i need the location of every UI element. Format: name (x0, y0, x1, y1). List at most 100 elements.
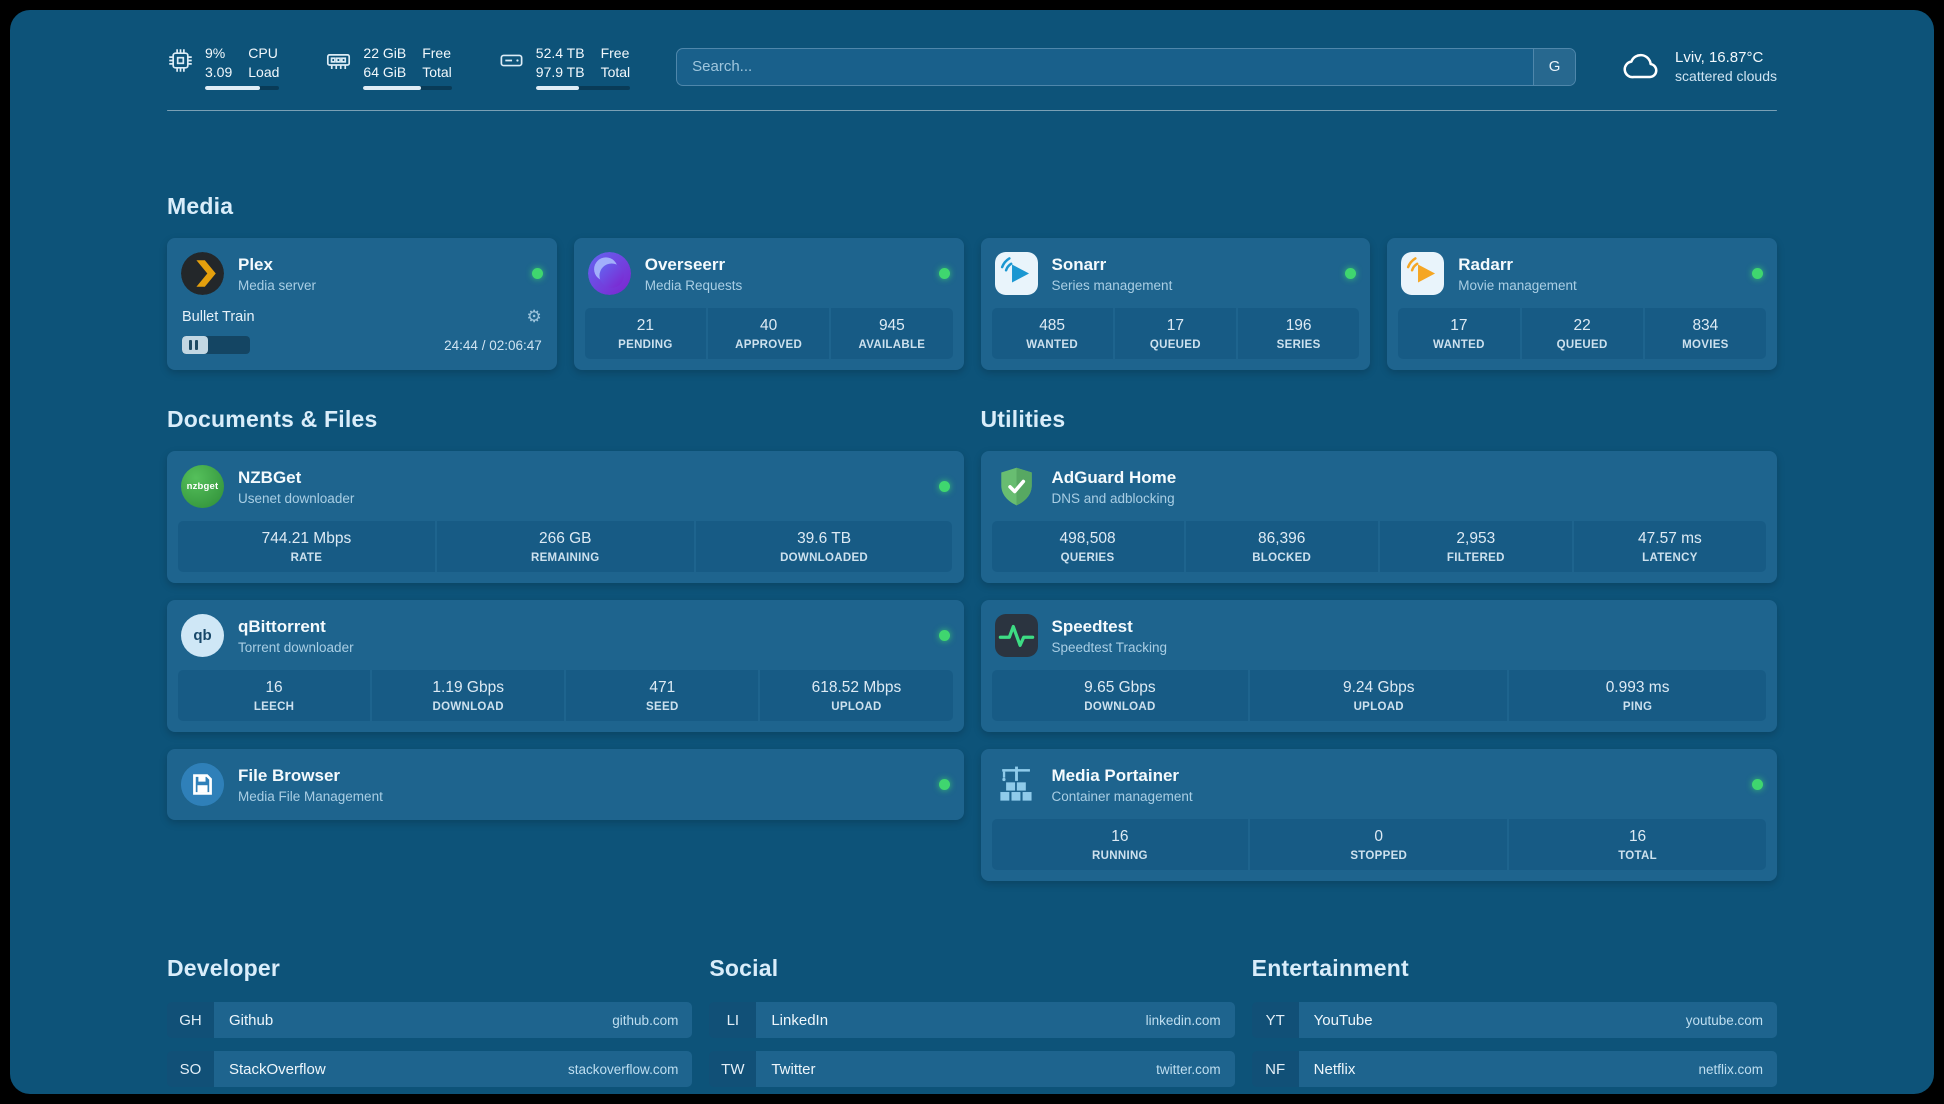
bookmark-domain: netflix.com (1698, 1061, 1763, 1077)
stat-remaining: 266 GB REMAINING (436, 521, 694, 573)
service-subtitle: Media server (238, 277, 317, 293)
overseerr-card[interactable]: Overseerr Media Requests 21 PENDING 40 A… (573, 238, 964, 371)
bookmark-abbr: LI (709, 1002, 757, 1039)
stat-leech: 16 LEECH (178, 670, 371, 722)
cpu-icon (167, 47, 194, 74)
cpu-widget: 9% 3.09 CPU Load (167, 44, 280, 90)
memory-icon (325, 47, 352, 74)
portainer-icon (995, 763, 1038, 806)
cloud-icon (1622, 47, 1662, 87)
bookmark-abbr: GH (167, 1002, 214, 1039)
qbittorrent-icon: qb (181, 614, 224, 658)
service-name: qBittorrent (238, 616, 326, 636)
section-title-social: Social (709, 955, 779, 982)
sonarr-icon (994, 252, 1038, 296)
service-name: Overseerr (644, 254, 726, 274)
speedtest-card[interactable]: Speedtest Speedtest Tracking 9.65 Gbps D… (980, 600, 1777, 733)
service-name: Plex (238, 254, 273, 274)
search-input[interactable] (677, 48, 1534, 85)
stat-download: 9.65 Gbps DOWNLOAD (991, 670, 1249, 722)
service-subtitle: Series management (1051, 277, 1173, 293)
cpu-usage-value: 9% (205, 45, 226, 61)
sonarr-card[interactable]: Sonarr Series management 485 WANTED 17 Q… (980, 238, 1371, 371)
bookmark-domain: youtube.com (1685, 1012, 1763, 1028)
section-title-developer: Developer (167, 955, 281, 982)
bookmark-group-entertainment: Entertainment YT YouTube youtube.com NF … (1251, 955, 1777, 1094)
stat-available: 945 AVAILABLE (831, 308, 953, 360)
stat-rate: 744.21 Mbps RATE (178, 521, 435, 573)
plex-card[interactable]: Plex Media server Bullet Train ⚙ (167, 238, 557, 371)
service-name: Speedtest (1051, 616, 1133, 636)
section-media: Media Plex Media server (167, 193, 1777, 371)
adguard-card[interactable]: AdGuard Home DNS and adblocking 498,508 … (980, 451, 1777, 584)
bookmark-twitter[interactable]: TW Twitter twitter.com (709, 1051, 1235, 1088)
memory-label-bottom: Total (422, 63, 452, 80)
bookmark-netflix[interactable]: NF Netflix netflix.com (1251, 1051, 1777, 1088)
stat-pending: 21 PENDING (584, 308, 706, 360)
bookmark-abbr: NF (1251, 1051, 1299, 1088)
weather-location: Lviv, 16.87°C (1675, 49, 1764, 67)
bookmark-abbr: TW (709, 1051, 757, 1088)
stat-download: 1.19 Gbps DOWNLOAD (372, 670, 565, 722)
weather-condition: scattered clouds (1675, 68, 1777, 85)
cpu-usage-bar (205, 85, 280, 90)
playback-progress-bar[interactable] (182, 336, 250, 355)
disk-total-value: 97.9 TB (535, 63, 585, 80)
stat-series: 196 SERIES (1238, 308, 1360, 360)
stat-ping: 0.993 ms PING (1509, 670, 1766, 722)
section-title-documents: Documents & Files (167, 406, 378, 433)
bookmark-domain: linkedin.com (1145, 1012, 1221, 1028)
stat-latency: 47.57 ms LATENCY (1573, 521, 1766, 573)
pause-icon[interactable] (189, 340, 198, 351)
service-name: File Browser (238, 765, 341, 785)
service-name: AdGuard Home (1051, 467, 1177, 487)
speedtest-icon (994, 614, 1038, 658)
qbittorrent-card[interactable]: qb qBittorrent Torrent downloader 16 LEE… (167, 600, 964, 733)
service-name: Radarr (1458, 254, 1514, 274)
disk-label-top: Free (600, 45, 630, 61)
status-dot (1752, 779, 1763, 791)
stat-running: 16 RUNNING (991, 819, 1249, 871)
radarr-card[interactable]: Radarr Movie management 17 WANTED 22 QUE… (1387, 238, 1777, 371)
plex-icon (181, 252, 224, 296)
disk-usage-bar (535, 85, 631, 90)
now-playing-title: Bullet Train (182, 308, 255, 325)
bookmark-name: LinkedIn (771, 1011, 829, 1029)
service-subtitle: Movie management (1458, 277, 1577, 293)
section-utilities: Utilities AdGuard Home (980, 406, 1777, 882)
section-title-media: Media (167, 193, 234, 220)
bookmark-name: StackOverflow (229, 1060, 326, 1078)
stat-queries: 498,508 QUERIES (991, 521, 1184, 573)
section-documents: Documents & Files nzbget NZBGet Usenet d… (167, 406, 964, 881)
service-subtitle: Container management (1051, 788, 1193, 804)
stat-seed: 471 SEED (566, 670, 759, 722)
search-provider-button[interactable]: G (1533, 48, 1576, 85)
bookmark-domain: github.com (612, 1012, 679, 1028)
service-subtitle: Media Requests (644, 277, 743, 293)
stat-blocked: 86,396 BLOCKED (1185, 521, 1378, 573)
cpu-label-top: CPU (248, 45, 278, 61)
status-dot (1345, 268, 1357, 280)
memory-label-top: Free (422, 45, 452, 61)
stat-upload: 9.24 Gbps UPLOAD (1250, 670, 1508, 722)
status-dot (1752, 268, 1763, 280)
service-subtitle: Speedtest Tracking (1051, 639, 1168, 655)
nzbget-icon: nzbget (181, 465, 224, 509)
portainer-card[interactable]: Media Portainer Container management 16 … (980, 749, 1777, 882)
settings-gear-icon[interactable]: ⚙ (526, 307, 542, 327)
filebrowser-card[interactable]: File Browser Media File Management (167, 749, 964, 821)
nzbget-card[interactable]: nzbget NZBGet Usenet downloader 744.21 M… (167, 451, 964, 584)
service-name: Media Portainer (1051, 765, 1180, 785)
bookmark-stackoverflow[interactable]: SO StackOverflow stackoverflow.com (167, 1051, 693, 1088)
bookmark-linkedin[interactable]: LI LinkedIn linkedin.com (709, 1002, 1235, 1039)
memory-free-value: 22 GiB (363, 45, 407, 61)
stat-downloaded: 39.6 TB DOWNLOADED (695, 521, 953, 573)
bookmark-github[interactable]: GH Github github.com (167, 1002, 693, 1039)
bookmark-abbr: YT (1251, 1002, 1299, 1039)
service-subtitle: Torrent downloader (238, 639, 354, 655)
disk-widget: 52.4 TB 97.9 TB Free Total (498, 44, 631, 90)
bookmark-youtube[interactable]: YT YouTube youtube.com (1251, 1002, 1777, 1039)
memory-widget: 22 GiB 64 GiB Free Total (325, 44, 452, 90)
stat-approved: 40 APPROVED (708, 308, 830, 360)
stat-wanted: 17 WANTED (1398, 308, 1520, 360)
